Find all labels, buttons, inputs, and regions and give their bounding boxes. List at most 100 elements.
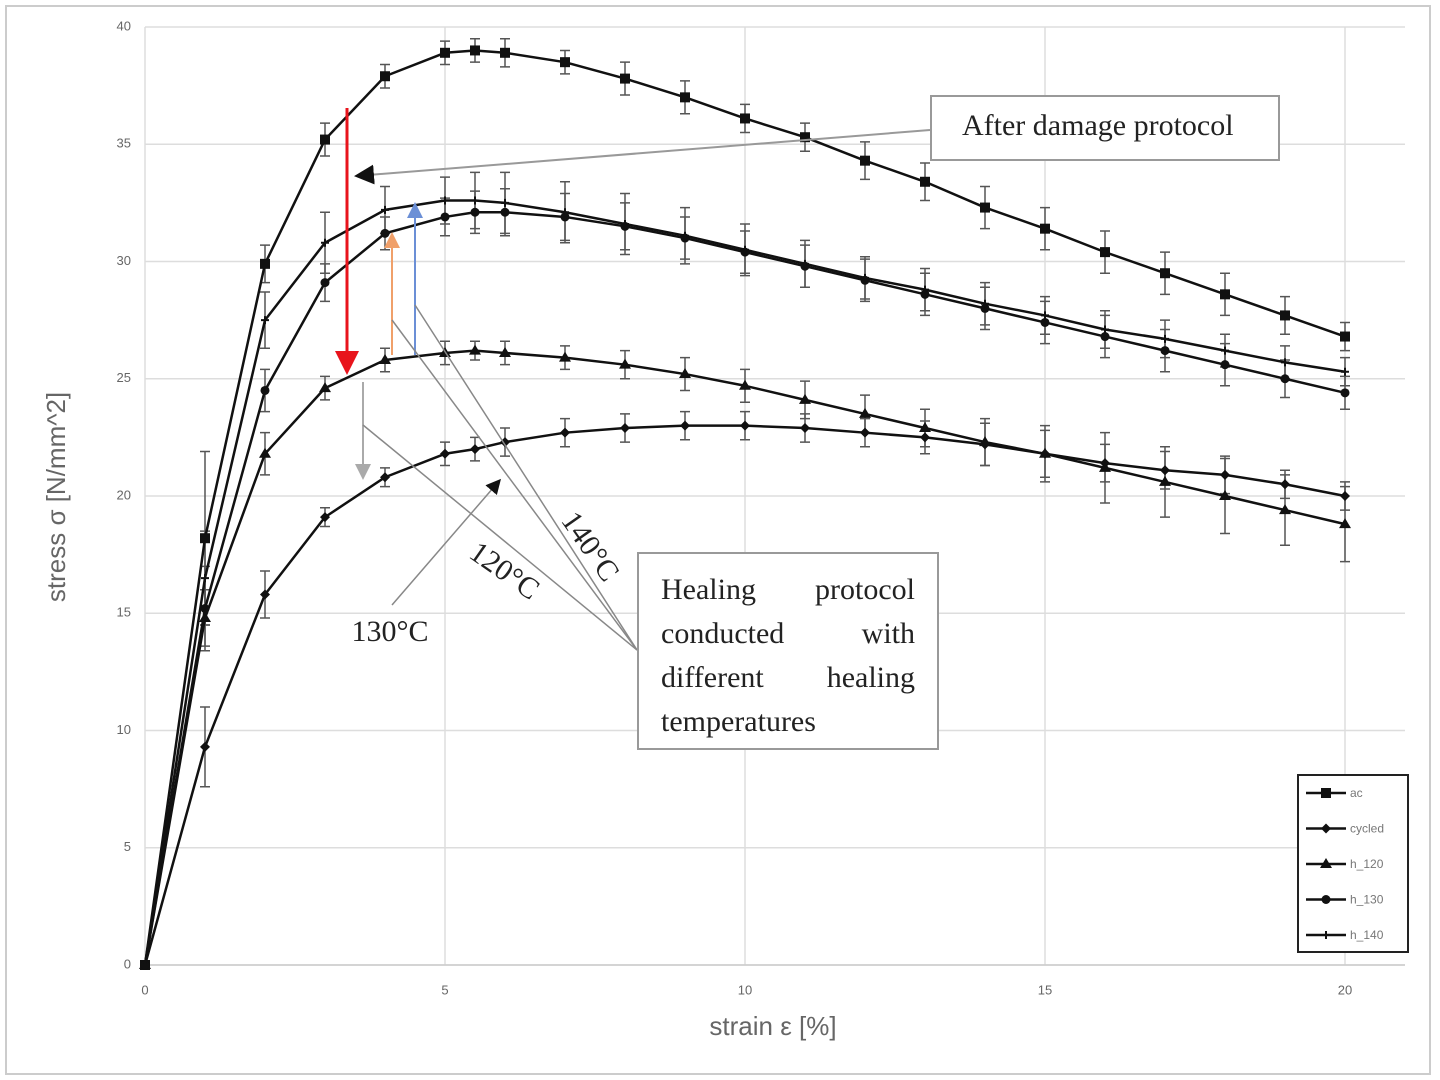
marker: [619, 358, 631, 369]
marker: [739, 379, 751, 390]
marker: [471, 196, 479, 205]
marker: [1221, 346, 1229, 355]
marker: [1341, 367, 1349, 376]
arrows: [335, 108, 931, 651]
marker: [381, 205, 389, 214]
marker: [1040, 223, 1050, 234]
marker: [680, 420, 690, 431]
marker: [1281, 358, 1289, 367]
marker: [679, 368, 691, 379]
marker: [1161, 334, 1169, 343]
x-tick-label: 0: [141, 982, 148, 997]
y-tick-label: 20: [117, 487, 131, 502]
marker: [380, 71, 390, 82]
y-axis-title: stress σ [N/mm^2]: [41, 392, 71, 602]
marker: [620, 73, 630, 84]
marker: [1340, 388, 1350, 398]
y-tick-label: 0: [124, 956, 131, 971]
marker: [320, 134, 330, 145]
marker: [1040, 317, 1050, 327]
y-tick-label: 10: [117, 722, 131, 737]
marker: [1321, 895, 1331, 904]
marker: [1321, 788, 1331, 798]
marker: [440, 47, 450, 58]
marker: [741, 245, 749, 254]
marker: [321, 238, 329, 247]
x-tick-label: 5: [441, 982, 448, 997]
marker: [1099, 461, 1111, 472]
marker: [920, 176, 930, 187]
marker: [920, 432, 930, 443]
marker: [260, 258, 270, 269]
series-line: [143, 424, 1346, 966]
x-tick-label: 15: [1038, 982, 1052, 997]
marker: [319, 382, 331, 393]
marker: [979, 436, 991, 447]
y-tick-label: 15: [117, 605, 131, 620]
marker: [800, 422, 810, 433]
series-line: [143, 211, 1346, 966]
marker: [859, 407, 871, 418]
marker: [1220, 360, 1230, 370]
marker: [470, 444, 480, 455]
marker: [1160, 465, 1170, 476]
marker: [860, 427, 870, 438]
marker: [919, 421, 931, 432]
marker: [1339, 518, 1351, 529]
marker: [380, 472, 390, 483]
marker: [440, 448, 450, 459]
marker: [261, 316, 269, 325]
marker: [441, 196, 449, 205]
x-axis-title: strain ε [%]: [709, 1011, 836, 1041]
marker: [621, 219, 629, 228]
marker: [800, 132, 810, 143]
legend-label: h_130: [1350, 893, 1384, 907]
marker: [380, 228, 390, 238]
marker: [1320, 858, 1332, 868]
frame: [5, 5, 1431, 1075]
y-tick-label: 35: [117, 136, 131, 151]
marker: [559, 351, 571, 362]
marker: [1220, 469, 1230, 480]
marker: [141, 961, 149, 969]
annotation-box: Healing protocol conducted with differen…: [637, 552, 939, 750]
marker: [561, 208, 569, 217]
marker: [560, 427, 570, 438]
y-tick-label: 40: [117, 18, 131, 33]
marker: [259, 447, 271, 458]
marker: [980, 202, 990, 213]
marker: [500, 47, 510, 58]
marker: [680, 92, 690, 103]
marker: [980, 303, 990, 313]
marker: [620, 422, 630, 433]
marker: [681, 231, 689, 240]
marker: [500, 437, 510, 448]
marker: [1100, 332, 1110, 342]
marker: [1160, 346, 1170, 356]
marker: [981, 299, 989, 308]
marker: [1322, 931, 1330, 939]
y-tick-label: 5: [124, 839, 131, 854]
marker: [920, 289, 930, 299]
marker: [1100, 247, 1110, 258]
x-tick-label: 10: [738, 982, 752, 997]
marker: [1321, 823, 1331, 834]
annotation: 130°C: [351, 615, 428, 648]
marker: [1280, 310, 1290, 321]
legend-label: h_120: [1350, 857, 1384, 871]
marker: [440, 212, 450, 222]
marker: [1101, 325, 1109, 334]
marker: [1039, 447, 1051, 458]
marker: [501, 198, 509, 207]
series-line: [143, 49, 1346, 966]
legend-label: cycled: [1350, 822, 1384, 836]
marker: [740, 113, 750, 124]
marker: [1220, 289, 1230, 300]
legend-label: h_140: [1350, 928, 1384, 942]
annotation: 140°C: [555, 505, 626, 587]
marker: [320, 278, 330, 288]
marker: [260, 385, 270, 395]
marker: [260, 589, 270, 600]
marker: [1160, 268, 1170, 279]
marker: [469, 344, 481, 355]
